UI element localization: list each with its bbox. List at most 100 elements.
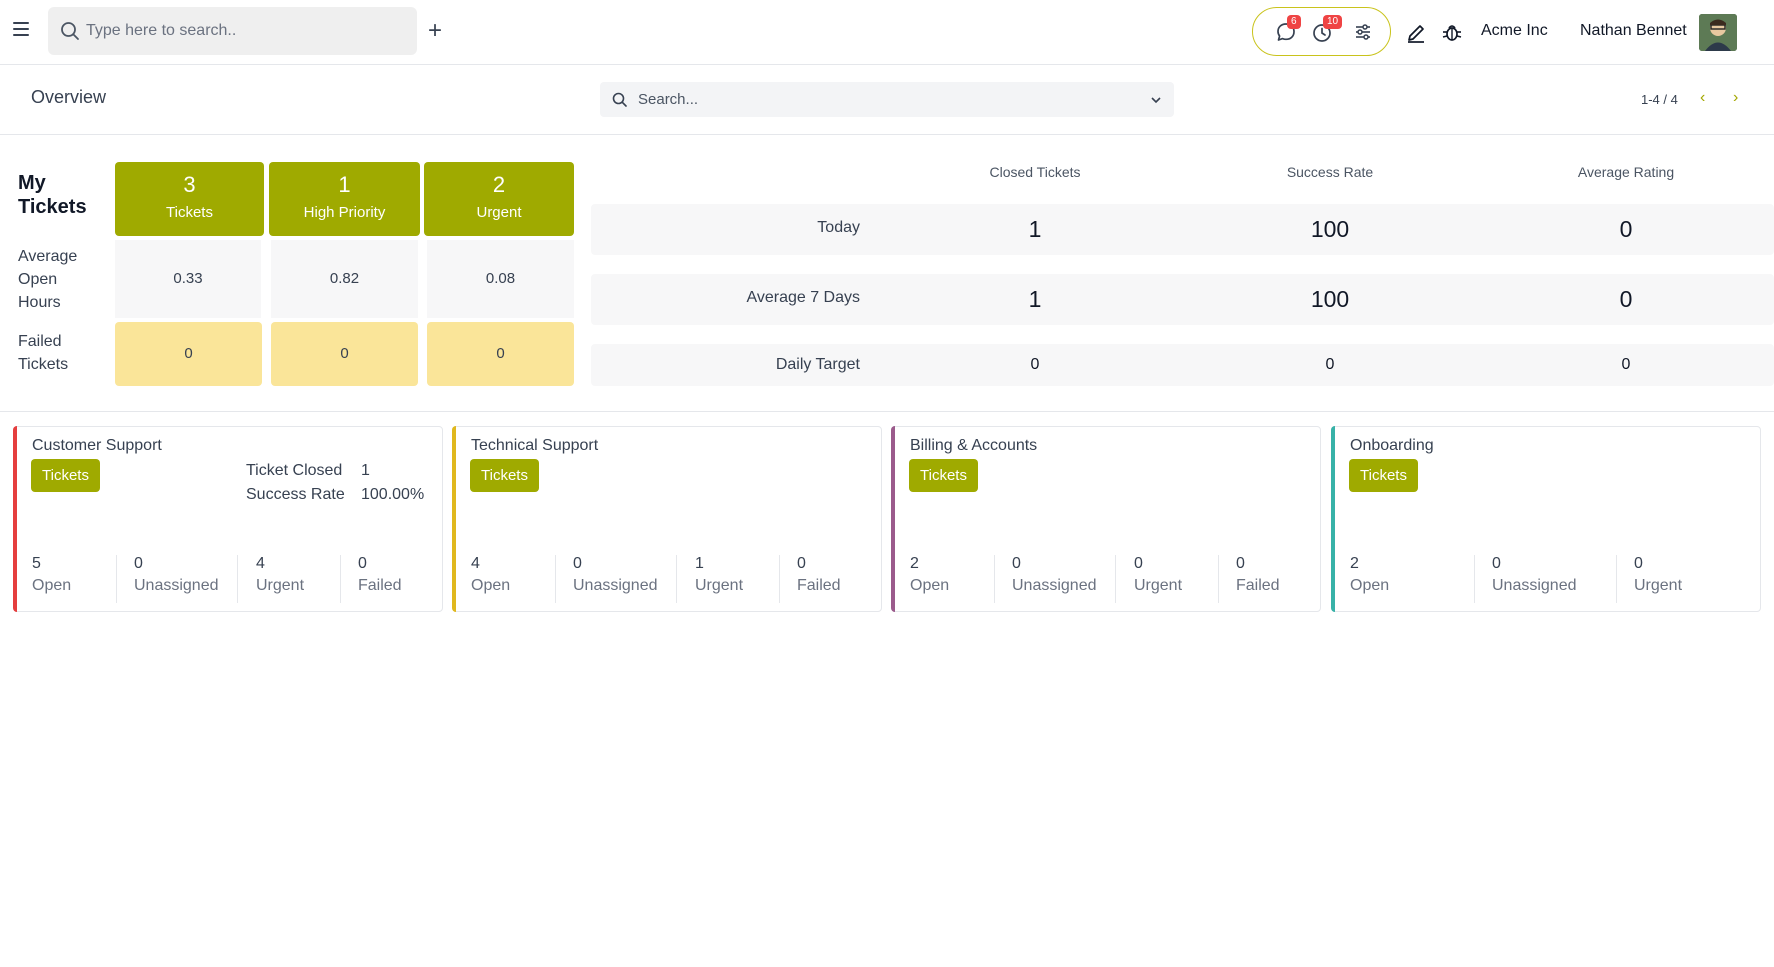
target-closed-value[interactable]: 0 — [1030, 356, 1040, 373]
chevron-down-icon[interactable] — [1150, 94, 1162, 106]
stat-separator — [116, 555, 117, 603]
stat-separator — [1474, 555, 1475, 603]
avatar[interactable] — [1699, 14, 1737, 51]
stat-unassigned[interactable]: 0 Unassigned — [134, 555, 219, 594]
urgent-count-button[interactable]: 2 Urgent — [424, 162, 574, 236]
avg7-closed-value: 1 — [1028, 286, 1042, 312]
stat-urgent[interactable]: 0 Urgent — [1134, 555, 1183, 594]
top-navbar: + 6 10 Acme Inc Nathan Bennet — [0, 0, 1774, 65]
stat-open[interactable]: 2 Open — [1350, 555, 1390, 594]
page-title: Overview — [31, 87, 107, 107]
messages-button[interactable]: 6 — [1275, 15, 1301, 43]
stat-separator — [340, 555, 341, 603]
team-card-technical-support: Technical Support Tickets 4 Open 0 Unassig… — [452, 426, 882, 612]
stat-open[interactable]: 2 Open — [910, 555, 950, 594]
team-name[interactable]: Billing & Accounts — [910, 437, 1038, 454]
stat-separator — [676, 555, 677, 603]
stats-row-average-7-days: Average 7 Days 1 100 0 — [591, 274, 1774, 325]
closed-tickets-header: Closed Tickets — [989, 164, 1081, 180]
stat-open[interactable]: 5 Open — [32, 555, 72, 594]
global-search[interactable] — [48, 7, 417, 55]
tickets-button[interactable]: Tickets — [1349, 459, 1418, 492]
today-rating-value: 0 — [1619, 216, 1633, 242]
card-accent — [891, 426, 895, 612]
pencil-icon[interactable] — [1405, 22, 1427, 44]
today-success-value: 100 — [1310, 216, 1350, 242]
avg-hours-urgent: 0.08 — [427, 240, 574, 318]
failed-tickets-label: Failed Tickets — [18, 333, 69, 373]
success-rate-header: Success Rate — [1286, 164, 1374, 180]
my-tickets-count-button[interactable]: 3 Tickets — [115, 162, 264, 236]
overview-search-input[interactable] — [638, 82, 1138, 117]
stats-row-daily-target: Daily Target 0 0 0 — [591, 344, 1774, 386]
stat-urgent[interactable]: 4 Urgent — [256, 555, 305, 594]
card-accent — [452, 426, 456, 612]
stats-row-today: Today 1 100 0 — [591, 204, 1774, 255]
stat-failed[interactable]: 0 Failed — [1236, 555, 1280, 594]
stat-separator — [994, 555, 995, 603]
tickets-button[interactable]: Tickets — [31, 459, 100, 492]
stats-row-label: Today — [817, 219, 860, 236]
failed-tickets-count[interactable]: 0 — [115, 322, 262, 386]
activities-badge: 10 — [1323, 15, 1343, 29]
pager-value[interactable]: 1-4 / 4 — [1641, 92, 1678, 107]
tickets-button[interactable]: Tickets — [470, 459, 539, 492]
target-rating-value[interactable]: 0 — [1621, 356, 1631, 373]
company-switcher[interactable]: Acme Inc — [1481, 22, 1548, 39]
stats-row-label: Average 7 Days — [746, 289, 860, 306]
card-accent — [1331, 426, 1335, 612]
tickets-button[interactable]: Tickets — [909, 459, 978, 492]
stat-open[interactable]: 4 Open — [471, 555, 511, 594]
stat-unassigned[interactable]: 0 Unassigned — [573, 555, 658, 594]
clock-icon — [1313, 24, 1331, 42]
chat-icon — [1277, 23, 1295, 41]
failed-urgent-count[interactable]: 0 — [427, 322, 574, 386]
stat-separator — [555, 555, 556, 603]
target-success-value[interactable]: 0 — [1325, 356, 1335, 373]
stat-unassigned[interactable]: 0 Unassigned — [1492, 555, 1577, 594]
failed-high-priority-count[interactable]: 0 — [271, 322, 418, 386]
high-priority-count-button[interactable]: 1 High Priority — [269, 162, 420, 236]
team-name[interactable]: Customer Support — [32, 437, 162, 454]
average-open-hours-label: Average Open Hours — [18, 248, 78, 311]
team-name[interactable]: Onboarding — [1350, 437, 1434, 454]
search-icon — [61, 22, 79, 40]
plus-icon[interactable]: + — [428, 17, 443, 44]
sliders-icon — [1356, 24, 1370, 40]
menu-icon[interactable] — [13, 22, 29, 42]
pager-next-button[interactable]: › — [1733, 89, 1739, 106]
stat-unassigned[interactable]: 0 Unassigned — [1012, 555, 1097, 594]
global-search-input[interactable] — [86, 7, 406, 55]
team-card-customer-support: Customer Support Tickets Ticket Closed Su… — [13, 426, 443, 612]
stat-separator — [1616, 555, 1617, 603]
team-meta-values: 1 100.00% — [361, 462, 425, 503]
average-rating-header: Average Rating — [1577, 164, 1675, 180]
bug-icon[interactable] — [1441, 21, 1463, 43]
systray-group: 6 10 — [1252, 7, 1391, 56]
section-divider — [0, 411, 1774, 412]
team-card-onboarding: Onboarding Tickets 2 Open 0 Unassigned 0 Ur… — [1331, 426, 1761, 612]
overview-search[interactable] — [600, 82, 1174, 117]
team-card-billing-accounts: Billing & Accounts Tickets 2 Open 0 Unassi… — [891, 426, 1321, 612]
stat-urgent[interactable]: 1 Urgent — [695, 555, 744, 594]
activities-button[interactable]: 10 — [1311, 15, 1343, 43]
stat-failed[interactable]: 0 Failed — [358, 555, 402, 594]
today-closed-value: 1 — [1028, 216, 1042, 242]
control-panel: Overview 1-4 / 4 ‹ › — [0, 65, 1774, 135]
stat-urgent[interactable]: 0 Urgent — [1634, 555, 1683, 594]
settings-button[interactable] — [1353, 21, 1375, 43]
stats-row-label: Daily Target — [775, 356, 860, 373]
stat-separator — [1218, 555, 1219, 603]
stat-separator — [779, 555, 780, 603]
stat-separator — [237, 555, 238, 603]
card-accent — [13, 426, 17, 612]
messages-badge: 6 — [1287, 15, 1301, 29]
pager-previous-button[interactable]: ‹ — [1700, 89, 1706, 106]
user-name[interactable]: Nathan Bennet — [1580, 22, 1687, 39]
my-tickets-title: My Tickets — [18, 172, 87, 218]
team-meta-labels: Ticket Closed Success Rate — [246, 462, 345, 503]
team-name[interactable]: Technical Support — [471, 437, 599, 454]
avg-hours-high-priority: 0.82 — [271, 240, 418, 318]
stat-failed[interactable]: 0 Failed — [797, 555, 841, 594]
avg7-success-value: 100 — [1310, 286, 1350, 312]
